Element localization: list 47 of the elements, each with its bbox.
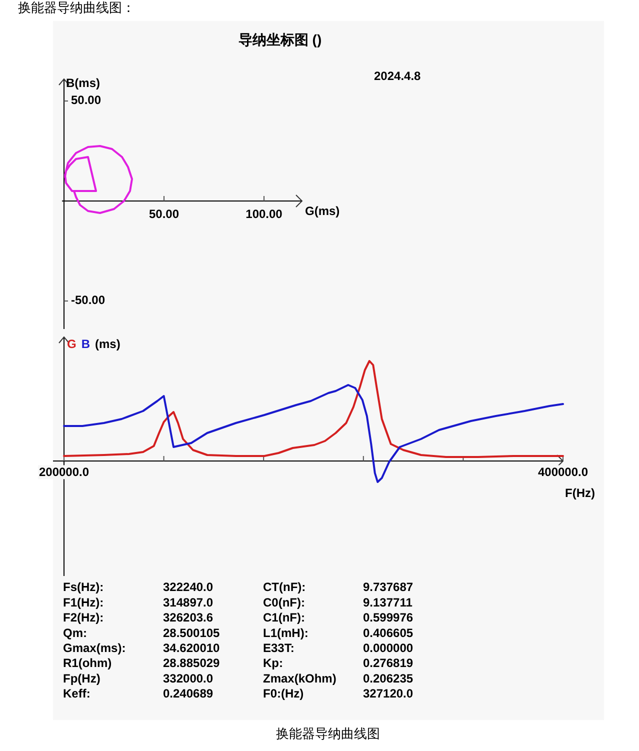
text: 0.206235 <box>363 671 414 686</box>
text: C1(nF): <box>263 610 305 625</box>
text: 0.406605 <box>363 626 414 640</box>
text: 34.620010 <box>163 640 220 655</box>
text: 0.240689 <box>163 686 214 701</box>
text: 326203.6 <box>163 610 214 625</box>
text: 332000.0 <box>163 671 214 686</box>
text: Fs(Hz): <box>63 580 104 594</box>
text: Zmax(kOhm) <box>263 671 336 686</box>
text: 28.500105 <box>163 626 220 640</box>
y-axis-title: (ms) <box>95 337 120 352</box>
text: Fp(Hz) <box>63 671 100 686</box>
text: R1(ohm) <box>63 656 112 670</box>
text: 314897.0 <box>163 595 214 610</box>
text: 换能器导纳曲线图 <box>276 726 380 741</box>
text: F0:(Hz) <box>263 686 304 701</box>
text: Keff: <box>63 686 90 701</box>
text: 322240.0 <box>163 580 214 594</box>
text: 0.599976 <box>363 610 414 625</box>
text: 9.737687 <box>363 580 414 594</box>
y-axis-title: B(ms) <box>66 76 100 90</box>
text: Gmax(ms): <box>63 640 126 655</box>
text: 0.000000 <box>363 640 414 655</box>
text: F2(Hz): <box>63 610 104 625</box>
text: CT(nF): <box>263 580 306 594</box>
text: C0(nF): <box>263 595 305 610</box>
text: 327120.0 <box>363 686 414 701</box>
x-tick-label: 100.00 <box>246 207 283 222</box>
y-tick-label: -50.00 <box>71 293 106 308</box>
text: E33T: <box>263 640 294 655</box>
text: Qm: <box>63 626 87 640</box>
x-tick-label: 400000.0 <box>538 465 588 480</box>
text: 9.137711 <box>363 595 413 610</box>
text: F1(Hz): <box>63 595 104 610</box>
x-axis-title: G(ms) <box>305 204 340 218</box>
text: Kp: <box>263 656 283 670</box>
chart-title: 导纳坐标图 () <box>238 32 322 48</box>
text: L1(mH): <box>263 626 308 640</box>
text: 换能器导纳曲线图： <box>18 0 135 15</box>
x-axis-title: F(Hz) <box>565 486 595 500</box>
text: 28.885029 <box>163 656 220 670</box>
text: 0.276819 <box>363 656 414 670</box>
x-tick-label: 200000.0 <box>38 465 90 480</box>
text: G <box>67 337 76 352</box>
text: 2024.4.8 <box>374 69 422 84</box>
line-series <box>64 145 133 214</box>
text: B <box>81 337 90 352</box>
